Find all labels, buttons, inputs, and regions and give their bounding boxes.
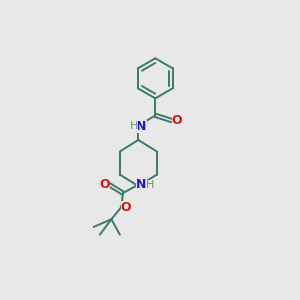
Text: O: O (99, 178, 110, 191)
Text: H: H (130, 121, 138, 131)
Text: N: N (136, 178, 147, 191)
Text: O: O (172, 114, 182, 127)
Text: N: N (136, 120, 147, 133)
Text: H: H (146, 180, 154, 190)
Text: O: O (121, 201, 131, 214)
